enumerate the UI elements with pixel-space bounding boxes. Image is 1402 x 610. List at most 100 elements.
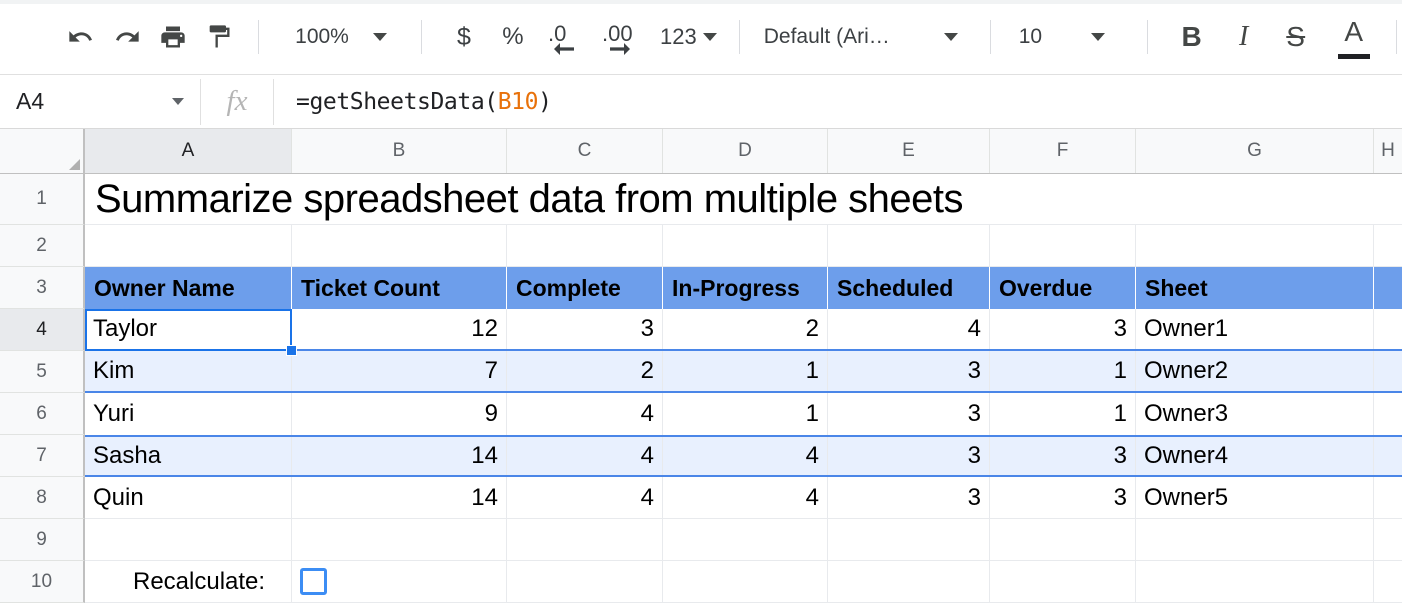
cell-f2[interactable] [990,225,1136,266]
paint-format-button[interactable] [196,14,242,60]
cell-a10-recalculate-label[interactable]: Recalculate: [85,561,292,602]
cell-h5[interactable] [1374,351,1402,391]
column-header-a[interactable]: A [85,129,292,173]
cell-h9[interactable] [1374,519,1402,560]
cell-b2[interactable] [292,225,507,266]
italic-button[interactable]: I [1238,21,1249,52]
cell-b9[interactable] [292,519,507,560]
cell-f9[interactable] [990,519,1136,560]
increase-decimal-button[interactable]: .00 [594,14,656,60]
cell-g8[interactable]: Owner5 [1136,477,1374,518]
cell-a2[interactable] [85,225,292,266]
cell-c8[interactable]: 4 [507,477,663,518]
cell-h2[interactable] [1374,225,1402,266]
cell-b3[interactable]: Ticket Count [292,267,507,309]
cell-d7[interactable]: 4 [663,437,828,475]
row-header-4[interactable]: 4 [0,309,85,351]
cell-f8[interactable]: 3 [990,477,1136,518]
cell-g10[interactable] [1136,561,1374,602]
cell-g3[interactable]: Sheet [1136,267,1374,309]
font-family-selector[interactable]: Default (Ari… [756,14,974,60]
percent-format-button[interactable]: % [502,23,524,50]
row-header-6[interactable]: 6 [0,393,85,435]
row-header-3[interactable]: 3 [0,267,85,309]
cell-c5[interactable]: 2 [507,351,663,391]
cell-a4[interactable]: Taylor [85,309,292,349]
cell-d4[interactable]: 2 [663,309,828,349]
row-header-5[interactable]: 5 [0,351,85,393]
cell-e4[interactable]: 4 [828,309,990,349]
cell-g5[interactable]: Owner2 [1136,351,1374,391]
column-header-f[interactable]: F [990,129,1136,173]
decrease-decimal-button[interactable]: .0 [538,14,594,60]
recalculate-checkbox[interactable] [300,568,327,595]
cell-g7[interactable]: Owner4 [1136,437,1374,475]
font-size-selector[interactable]: 10 [1007,14,1129,60]
print-button[interactable] [150,14,196,60]
cell-d8[interactable]: 4 [663,477,828,518]
cell-g2[interactable] [1136,225,1374,266]
column-header-e[interactable]: E [828,129,990,173]
cell-g6[interactable]: Owner3 [1136,393,1374,435]
row-header-10[interactable]: 10 [0,561,85,603]
cell-a6[interactable]: Yuri [85,393,292,435]
column-header-h[interactable]: H [1374,129,1402,173]
cell-d3[interactable]: In-Progress [663,267,828,309]
cell-c2[interactable] [507,225,663,266]
column-header-c[interactable]: C [507,129,663,173]
cell-f10[interactable] [990,561,1136,602]
cell-b10[interactable] [292,561,507,602]
zoom-selector[interactable]: 100% [275,14,403,60]
cell-a5[interactable]: Kim [85,351,292,391]
cell-c6[interactable]: 4 [507,393,663,435]
cell-e3[interactable]: Scheduled [828,267,990,309]
column-header-b[interactable]: B [292,129,507,173]
cell-d9[interactable] [663,519,828,560]
row-header-2[interactable]: 2 [0,225,85,267]
undo-button[interactable] [58,14,104,60]
name-box[interactable]: A4 [0,75,200,128]
formula-input[interactable]: =getSheetsData(B10) [274,75,1402,128]
cell-b5[interactable]: 7 [292,351,507,391]
row-header-8[interactable]: 8 [0,477,85,519]
cell-a9[interactable] [85,519,292,560]
cell-d2[interactable] [663,225,828,266]
cell-a8[interactable]: Quin [85,477,292,518]
cell-c4[interactable]: 3 [507,309,663,349]
cell-h4[interactable] [1374,309,1402,349]
cell-b6[interactable]: 9 [292,393,507,435]
column-header-g[interactable]: G [1136,129,1374,173]
cell-b4[interactable]: 12 [292,309,507,349]
cell-h10[interactable] [1374,561,1402,602]
bold-button[interactable]: B [1181,21,1202,52]
cell-h7[interactable] [1374,437,1402,475]
number-format-selector[interactable]: 123 [656,14,723,60]
cell-g4[interactable]: Owner1 [1136,309,1374,349]
cell-e5[interactable]: 3 [828,351,990,391]
cell-g9[interactable] [1136,519,1374,560]
cell-f4[interactable]: 3 [990,309,1136,349]
select-all-corner[interactable] [0,129,85,173]
cell-e10[interactable] [828,561,990,602]
cell-e6[interactable]: 3 [828,393,990,435]
column-header-d[interactable]: D [663,129,828,173]
fill-handle[interactable] [286,345,297,356]
row-header-7[interactable]: 7 [0,435,85,477]
cell-e2[interactable] [828,225,990,266]
cell-h6[interactable] [1374,393,1402,435]
cell-e9[interactable] [828,519,990,560]
cell-a7[interactable]: Sasha [85,437,292,475]
cell-f5[interactable]: 1 [990,351,1136,391]
text-color-button[interactable]: A [1326,14,1382,60]
redo-button[interactable] [104,14,150,60]
row-header-1[interactable]: 1 [0,174,85,225]
cell-d6[interactable]: 1 [663,393,828,435]
currency-format-button[interactable]: $ [456,22,472,51]
cell-d5[interactable]: 1 [663,351,828,391]
cell-a3[interactable]: Owner Name [85,267,292,309]
cell-f7[interactable]: 3 [990,437,1136,475]
cell-c7[interactable]: 4 [507,437,663,475]
cell-e7[interactable]: 3 [828,437,990,475]
cell-h8[interactable] [1374,477,1402,518]
cell-c9[interactable] [507,519,663,560]
